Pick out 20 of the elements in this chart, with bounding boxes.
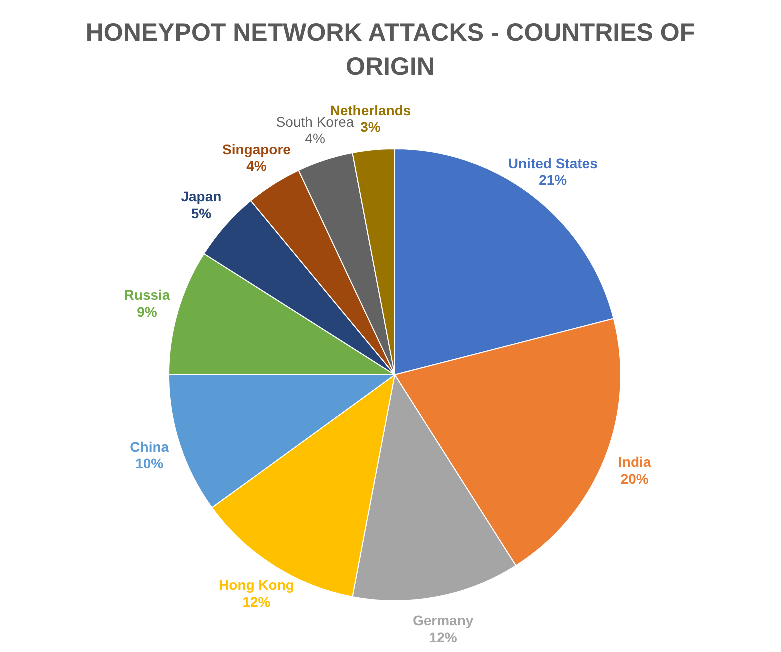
data-label: 5% [191,205,212,222]
data-label: 20% [620,470,650,487]
slice-label: Netherlands [330,102,412,118]
slice-label: Germany [412,612,474,629]
data-label: 9% [137,304,158,320]
slice-label: Singapore [222,141,292,158]
data-label: 21% [539,172,568,188]
data-label: 12% [429,629,458,646]
data-label: 10% [136,456,164,472]
slice-label: United States [508,155,598,172]
slice-label: Russia [124,287,170,304]
slice-label: China [130,438,170,455]
slice-label: Japan [181,188,222,205]
slice-label: India [618,454,652,470]
data-label: 12% [242,594,272,610]
chart-title: HONEYPOT NETWORK ATTACKS - COUNTRIES OF ORIGIN [84,18,696,83]
data-label: 4% [305,130,326,147]
data-label: 4% [246,158,268,174]
slice-label: Hong Kong [219,577,294,594]
data-label: 3% [360,119,382,136]
